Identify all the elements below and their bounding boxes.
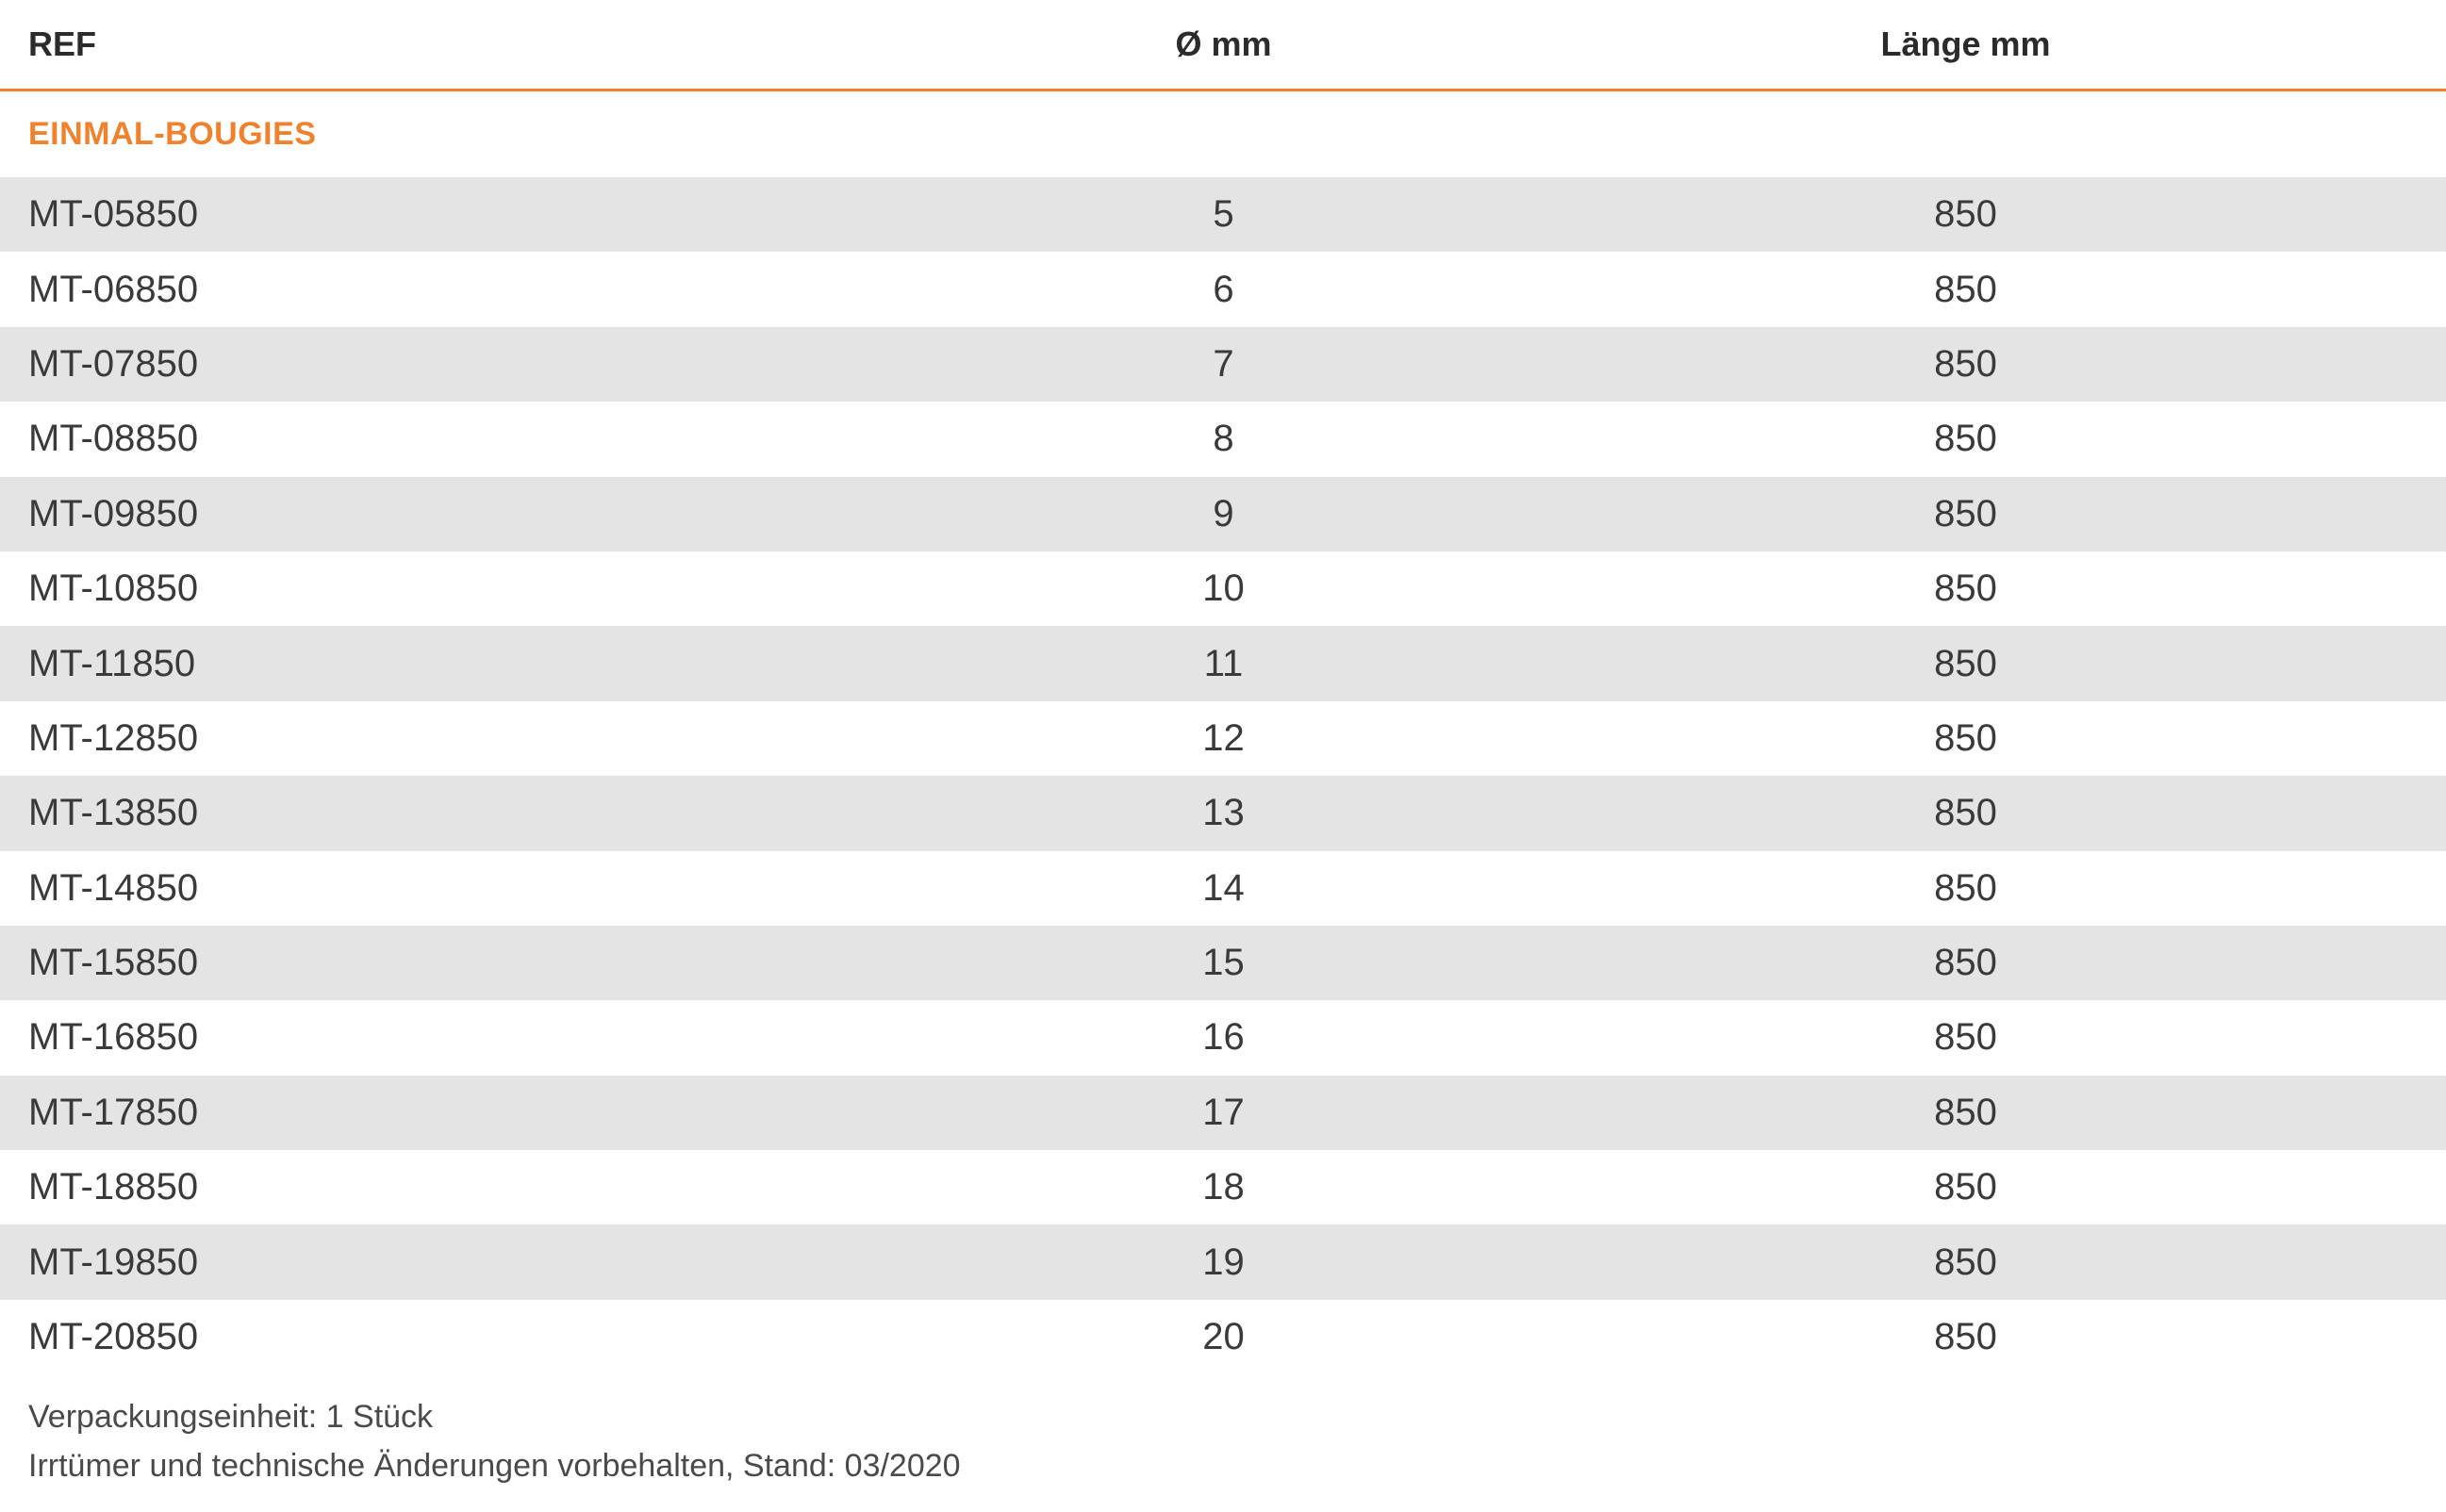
- cell-ref: MT-08850: [28, 418, 199, 460]
- table-row: MT-13850 13 850: [0, 776, 2446, 851]
- table-row: MT-18850 18 850: [0, 1150, 2446, 1224]
- cell-length: 850: [1934, 642, 1997, 684]
- cell-ref: MT-09850: [28, 492, 199, 534]
- product-table: REF Ø mm Länge mm EINMAL-BOUGIES MT-0585…: [0, 0, 2446, 1374]
- cell-diameter: 19: [1202, 1241, 1245, 1283]
- cell-ref: MT-06850: [28, 268, 199, 310]
- cell-length: 850: [1934, 1316, 1997, 1358]
- table-row: MT-12850 12 850: [0, 701, 2446, 776]
- table-row: MT-08850 8 850: [0, 402, 2446, 476]
- table-body: MT-05850 5 850 MT-06850 6 850 MT-07850 7 850 MT-0…: [0, 177, 2446, 1374]
- disclaimer-note: Irrtümer und technische Änderungen vorbe…: [28, 1448, 961, 1484]
- table-row: MT-05850 5 850: [0, 177, 2446, 253]
- header-ref: REF: [28, 25, 96, 63]
- cell-length: 850: [1934, 418, 1997, 460]
- cell-diameter: 10: [1202, 567, 1245, 610]
- cell-ref: MT-14850: [28, 866, 199, 909]
- table-row: MT-10850 10 850: [0, 551, 2446, 626]
- cell-ref: MT-05850: [28, 193, 199, 236]
- table-header-row: REF Ø mm Länge mm: [0, 0, 2446, 91]
- section-title-row: EINMAL-BOUGIES: [0, 91, 2446, 177]
- table-row: MT-06850 6 850: [0, 252, 2446, 326]
- cell-diameter: 17: [1202, 1091, 1245, 1133]
- cell-ref: MT-07850: [28, 342, 199, 385]
- cell-ref: MT-18850: [28, 1166, 199, 1208]
- table-row: MT-07850 7 850: [0, 326, 2446, 403]
- table-row: MT-11850 11 850: [0, 626, 2446, 701]
- cell-length: 850: [1934, 1091, 1997, 1133]
- cell-ref: MT-13850: [28, 792, 199, 834]
- cell-diameter: 20: [1202, 1316, 1245, 1358]
- table-row: MT-16850 16 850: [0, 1000, 2446, 1075]
- cell-diameter: 6: [1213, 268, 1234, 310]
- cell-ref: MT-12850: [28, 716, 199, 759]
- cell-ref: MT-11850: [28, 642, 196, 684]
- cell-length: 850: [1934, 866, 1997, 909]
- cell-length: 850: [1934, 268, 1997, 310]
- cell-ref: MT-19850: [28, 1241, 199, 1283]
- table-row: MT-14850 14 850: [0, 851, 2446, 926]
- cell-diameter: 15: [1202, 942, 1245, 984]
- table-row: MT-19850 19 850: [0, 1224, 2446, 1300]
- cell-diameter: 18: [1202, 1166, 1245, 1208]
- cell-length: 850: [1934, 193, 1997, 236]
- table-row: MT-15850 15 850: [0, 925, 2446, 1001]
- cell-diameter: 13: [1202, 792, 1245, 834]
- cell-ref: MT-17850: [28, 1091, 199, 1133]
- cell-length: 850: [1934, 1241, 1997, 1283]
- cell-diameter: 5: [1213, 193, 1234, 236]
- cell-ref: MT-10850: [28, 567, 199, 610]
- cell-diameter: 8: [1213, 418, 1234, 460]
- cell-length: 850: [1934, 792, 1997, 834]
- cell-diameter: 11: [1203, 642, 1244, 684]
- cell-diameter: 14: [1202, 866, 1245, 909]
- table-row: MT-09850 9 850: [0, 476, 2446, 551]
- packaging-note: Verpackungseinheit: 1 Stück: [28, 1399, 434, 1435]
- cell-diameter: 16: [1202, 1016, 1245, 1059]
- cell-length: 850: [1934, 942, 1997, 984]
- cell-length: 850: [1934, 567, 1997, 610]
- cell-length: 850: [1934, 1016, 1997, 1059]
- cell-length: 850: [1934, 492, 1997, 534]
- table-row: MT-20850 20 850: [0, 1300, 2446, 1374]
- cell-diameter: 7: [1213, 342, 1234, 385]
- cell-ref: MT-20850: [28, 1316, 199, 1358]
- cell-diameter: 9: [1213, 492, 1234, 534]
- cell-length: 850: [1934, 342, 1997, 385]
- footer-notes: Verpackungseinheit: 1 Stück Irrtümer und…: [28, 1392, 961, 1490]
- cell-ref: MT-15850: [28, 942, 199, 984]
- table-row: MT-17850 17 850: [0, 1075, 2446, 1151]
- header-length: Länge mm: [1880, 25, 2051, 63]
- cell-length: 850: [1934, 716, 1997, 759]
- header-diameter: Ø mm: [1175, 25, 1272, 63]
- cell-length: 850: [1934, 1166, 1997, 1208]
- cell-diameter: 12: [1202, 716, 1245, 759]
- cell-ref: MT-16850: [28, 1016, 199, 1059]
- section-title: EINMAL-BOUGIES: [28, 116, 317, 152]
